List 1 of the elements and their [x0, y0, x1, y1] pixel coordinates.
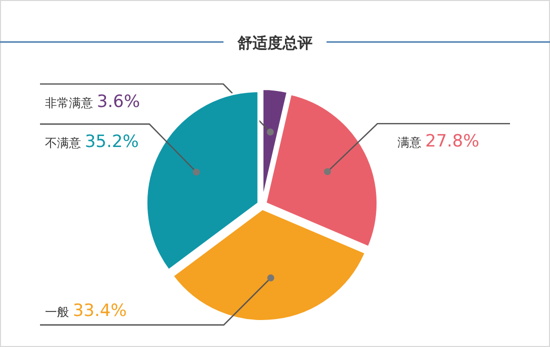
title: 舒适度总评 [238, 34, 312, 52]
